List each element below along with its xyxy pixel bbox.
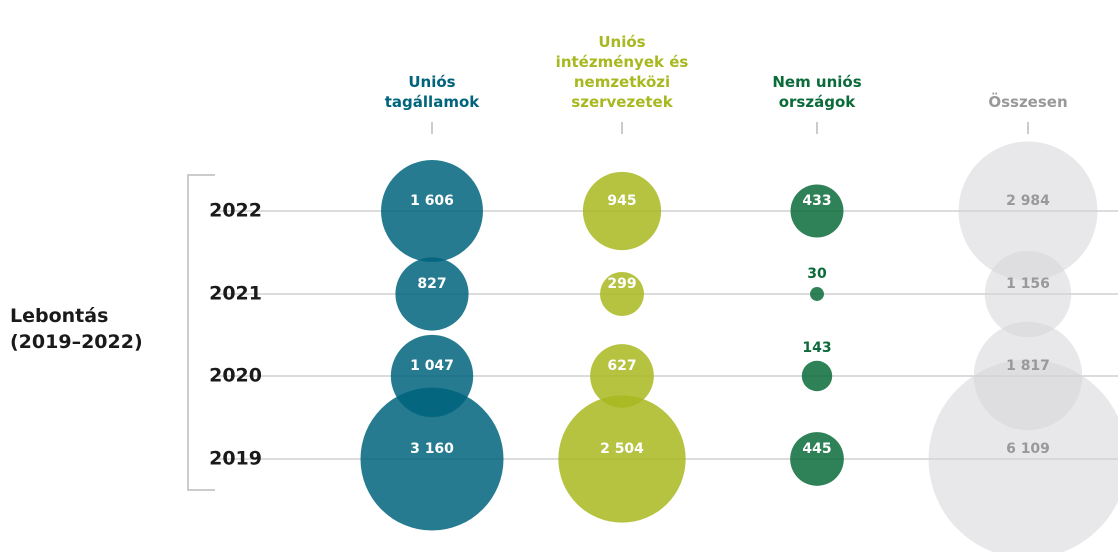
value-label: 30 [807, 266, 827, 282]
value-label: 1 047 [410, 358, 454, 374]
bubble [600, 272, 644, 316]
bubble [590, 344, 654, 408]
bubble [558, 395, 686, 523]
bubble [958, 141, 1098, 281]
bracket [187, 174, 215, 491]
column-header: Összesen [988, 93, 1068, 111]
column-header: Nem uniós országok [772, 73, 862, 111]
row-label: 2019 [209, 448, 262, 470]
value-label: 1 817 [1006, 358, 1050, 374]
bubble [381, 160, 483, 262]
value-label: 2 504 [600, 441, 644, 457]
bubble [928, 359, 1118, 552]
row-label: 2022 [209, 200, 262, 222]
value-label: 143 [802, 340, 831, 356]
value-label: 6 109 [1006, 441, 1050, 457]
row-label: 2020 [209, 365, 262, 387]
bubble [582, 171, 662, 251]
value-label: 445 [802, 441, 831, 457]
bubble [984, 250, 1072, 338]
bubble [790, 184, 844, 238]
bubble [790, 432, 844, 486]
value-label: 1 606 [410, 193, 454, 209]
column-header: Uniós tagállamok [384, 73, 480, 111]
value-label: 2 984 [1006, 193, 1050, 209]
value-label: 3 160 [410, 441, 454, 457]
bubble [801, 360, 833, 392]
value-label: 945 [607, 193, 636, 209]
value-label: 1 156 [1006, 276, 1050, 292]
bubble [360, 387, 504, 531]
value-label: 627 [607, 358, 636, 374]
bubble [810, 287, 824, 301]
value-label: 433 [802, 193, 831, 209]
row-label: 2021 [209, 283, 262, 305]
value-label: 827 [417, 276, 446, 292]
bubble [395, 257, 469, 331]
value-label: 299 [607, 276, 636, 292]
row-group-label: Lebontás (2019–2022) [10, 305, 143, 353]
column-header: Uniós intézmények és nemzetközi szerveze… [555, 33, 689, 111]
